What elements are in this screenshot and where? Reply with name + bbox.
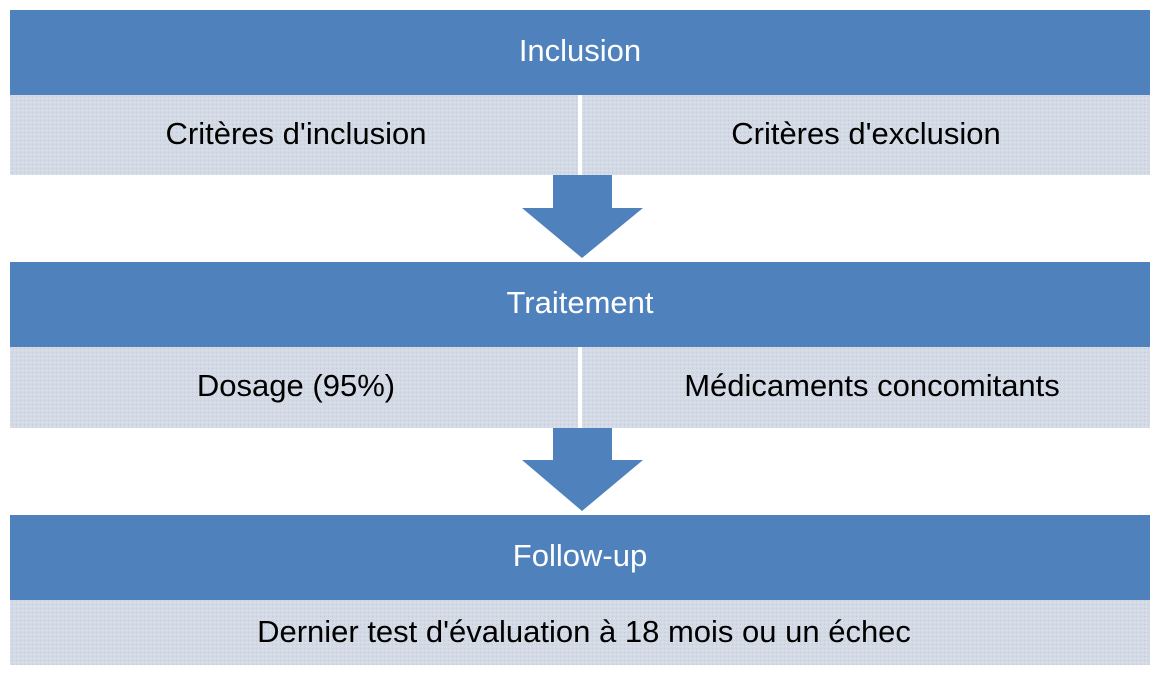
stage-title: Inclusion: [519, 33, 641, 68]
stage-item: [10, 347, 578, 428]
item-text: Médicaments concomitants: [684, 368, 1060, 403]
stage-item: [582, 95, 1150, 175]
stage-item: [582, 347, 1150, 428]
stage-header: [10, 262, 1150, 347]
arrow: [522, 428, 643, 511]
stage-header: [10, 515, 1150, 600]
stage-header: [10, 10, 1150, 95]
stage-item: [10, 95, 578, 175]
stage-title: Follow-up: [513, 538, 647, 573]
arrow: [522, 175, 643, 258]
item-text: Critères d'exclusion: [731, 116, 1001, 151]
item-text: Dosage (95%): [197, 368, 395, 403]
item-text: Dernier test d'évaluation à 18 mois ou u…: [257, 614, 911, 649]
stage-item: [10, 600, 1150, 665]
item-text: Critères d'inclusion: [166, 116, 427, 151]
stage-title: Traitement: [506, 285, 653, 320]
